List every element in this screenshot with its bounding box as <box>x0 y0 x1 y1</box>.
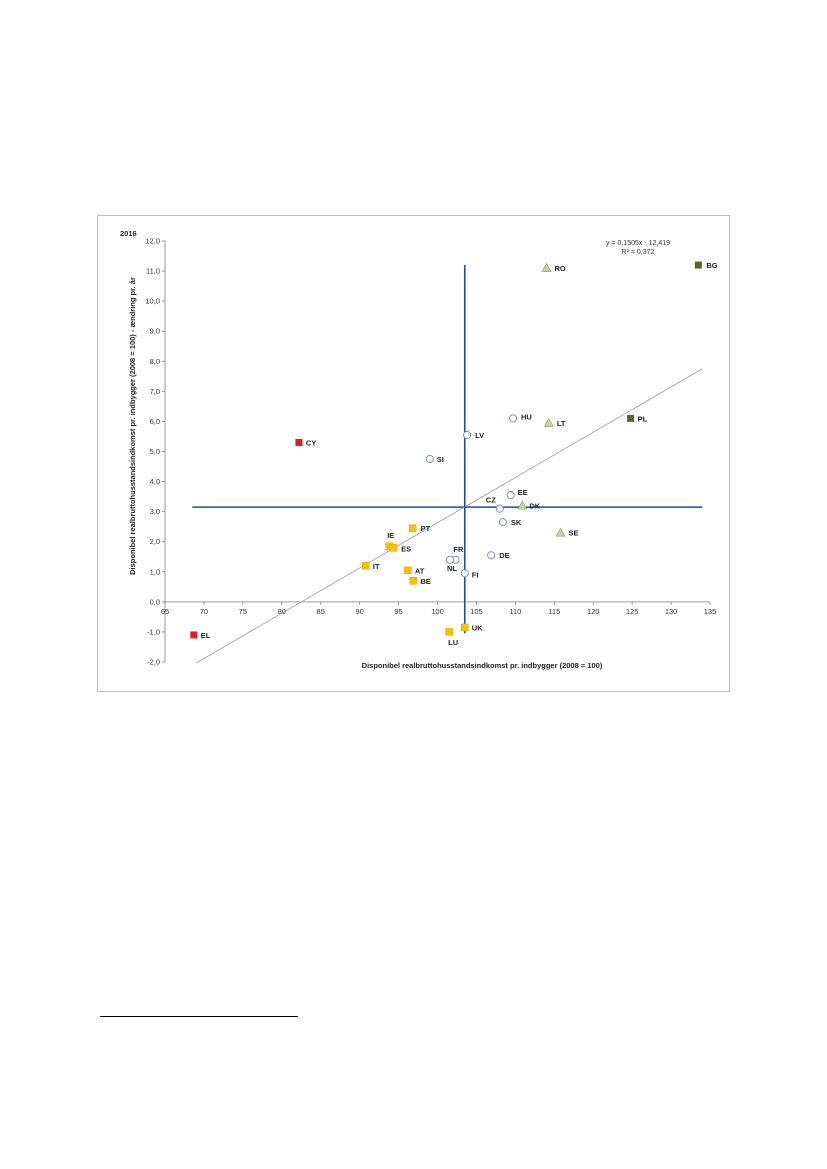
point-at <box>404 566 412 575</box>
x-tick-label: 105 <box>470 607 483 616</box>
point-lv <box>463 430 472 440</box>
x-axis-title: Disponibel realbruttohusstandsindkomst p… <box>362 661 603 670</box>
point-label-fi: FI <box>472 570 479 579</box>
point-label-hu: HU <box>521 412 532 421</box>
trendline-equation: y = 0,1505x - 12,419 <box>606 240 670 247</box>
point-label-ee: EE <box>518 488 528 497</box>
x-tick-label: 100 <box>431 607 444 616</box>
point-label-sk: SK <box>511 518 522 527</box>
y-tick-label: -2,0 <box>147 658 160 667</box>
y-tick-label: 5,0 <box>150 447 160 456</box>
point-label-ie: IE <box>387 531 394 540</box>
point-label-pt: PT <box>421 524 431 533</box>
y-tick-label: -1,0 <box>147 627 160 636</box>
y-tick-label: 12,0 <box>145 237 160 246</box>
y-tick-label: 0,0 <box>150 597 160 606</box>
point-dk <box>517 500 528 510</box>
point-label-it: IT <box>373 562 380 571</box>
x-tick-label: 80 <box>278 607 286 616</box>
y-tick-label: 6,0 <box>150 417 160 426</box>
x-tick-label: 135 <box>704 607 717 616</box>
point-label-de: DE <box>499 551 509 560</box>
point-el <box>190 631 198 639</box>
y-tick-label: 8,0 <box>150 357 160 366</box>
x-tick-label: 115 <box>548 607 560 616</box>
y-tick-label: 3,0 <box>150 507 160 516</box>
point-label-lu: LU <box>448 638 458 647</box>
x-tick-label: 130 <box>665 607 678 616</box>
point-label-es: ES <box>401 545 411 554</box>
point-ro <box>541 262 552 272</box>
point-si <box>425 454 434 464</box>
point-label-se: SE <box>569 529 579 538</box>
point-label-si: SI <box>437 455 444 464</box>
y-tick-label: 4,0 <box>150 477 160 486</box>
point-se <box>555 527 566 537</box>
chart-frame: 2016 y = 0,1505x - 12,419 R² = 0,372 Dis… <box>97 215 730 692</box>
x-tick-label: 120 <box>587 607 600 616</box>
point-label-el: EL <box>201 631 211 640</box>
x-tick-label: 95 <box>394 607 402 616</box>
y-axis-title: Disponibel realbruttohusstandsindkomst p… <box>128 277 137 575</box>
point-uk <box>461 623 469 632</box>
y-tick-label: 7,0 <box>150 387 160 396</box>
footnote-separator <box>100 1016 298 1017</box>
y-tick-label: 11,0 <box>146 267 160 276</box>
point-label-lv: LV <box>475 431 484 440</box>
point-lu <box>445 628 453 636</box>
trendline <box>195 368 703 664</box>
x-tick-label: 110 <box>509 607 521 616</box>
y-tick-label: 10,0 <box>145 297 160 306</box>
point-sk <box>498 518 507 527</box>
point-bg <box>694 261 702 269</box>
point-fi <box>460 569 469 578</box>
point-pt <box>408 524 417 532</box>
point-nl <box>445 555 455 564</box>
point-lt <box>543 417 554 427</box>
x-tick-label: 125 <box>626 607 639 616</box>
point-label-fr: FR <box>453 545 464 554</box>
scatter-chart: 2016 y = 0,1505x - 12,419 R² = 0,372 Dis… <box>120 229 718 670</box>
point-label-at: AT <box>415 566 425 575</box>
point-be <box>409 577 418 585</box>
point-es <box>389 543 397 552</box>
point-de <box>487 551 496 560</box>
point-hu <box>508 414 518 423</box>
point-label-ro: RO <box>555 264 566 273</box>
y-tick-label: 2,0 <box>150 537 160 546</box>
point-label-pl: PL <box>638 414 648 423</box>
corner-label: 2016 <box>120 229 137 238</box>
point-ee <box>506 491 515 500</box>
point-cz <box>495 504 504 513</box>
point-label-nl: NL <box>447 564 457 573</box>
y-tick-label: 1,0 <box>150 567 160 576</box>
point-label-uk: UK <box>472 623 483 632</box>
x-tick-label: 65 <box>161 607 169 616</box>
point-cy <box>295 438 303 446</box>
point-label-lt: LT <box>557 419 566 428</box>
x-tick-label: 90 <box>355 607 363 616</box>
point-label-dk: DK <box>529 502 540 511</box>
x-tick-label: 75 <box>239 607 247 616</box>
r-squared-label: R² = 0,372 <box>622 249 655 256</box>
point-label-cz: CZ <box>486 496 496 505</box>
point-it <box>362 562 370 570</box>
point-label-bg: BG <box>706 261 717 270</box>
point-label-cy: CY <box>306 438 316 447</box>
y-tick-label: 9,0 <box>150 327 160 336</box>
plot-area: 12,0 11,0 10,0 9,0 8,0 7,0 6,0 5,0 4,0 3,0 2,0 1,0 0… <box>145 237 717 667</box>
x-tick-label: 70 <box>200 607 208 616</box>
point-label-be: BE <box>420 577 430 586</box>
x-tick-label: 85 <box>317 607 325 616</box>
point-pl <box>627 414 635 422</box>
